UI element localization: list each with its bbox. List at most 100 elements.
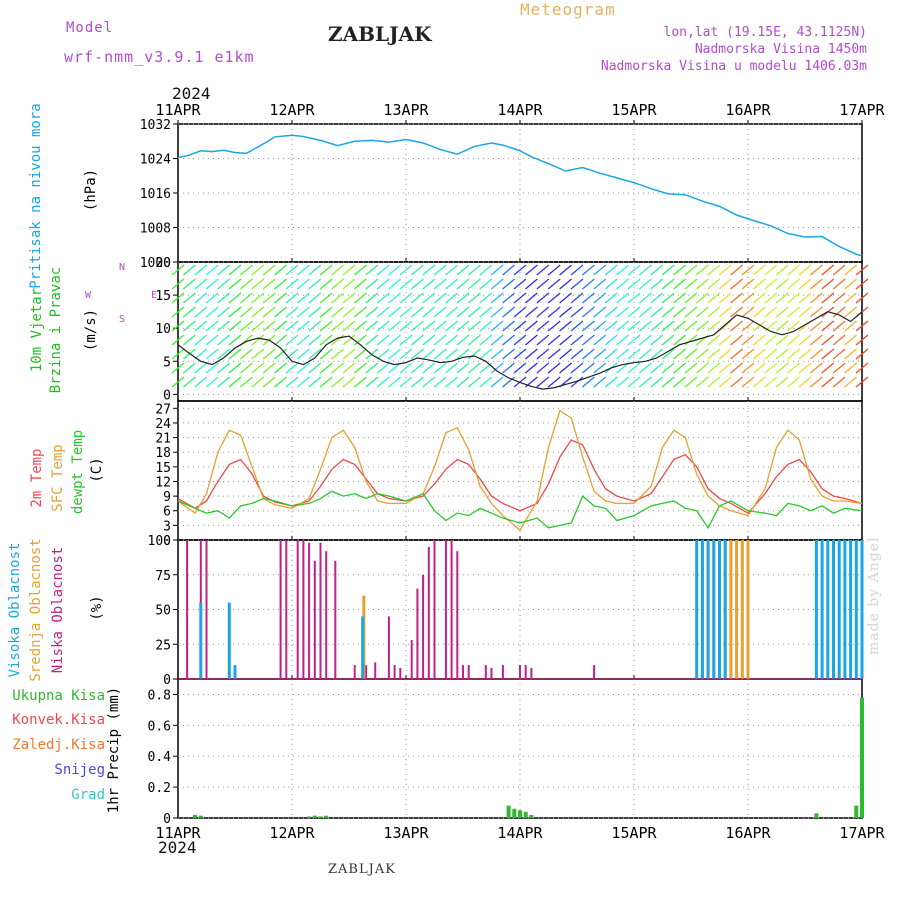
wind-barb (616, 348, 630, 360)
wind-barb (707, 334, 721, 346)
wind-barb (809, 278, 823, 290)
wind-barb (821, 292, 835, 304)
wind-barb (604, 376, 618, 388)
bar-niska-oblacnost (467, 665, 470, 679)
wind-barb (661, 278, 675, 290)
bar-ukupna-kisa (318, 816, 323, 818)
wind-barb (650, 264, 664, 276)
wind-barb (285, 278, 299, 290)
wind-barb (388, 362, 402, 374)
bar-visoka-oblacnost (700, 540, 704, 679)
wind-barb (787, 362, 801, 374)
y-tick-label: 9 (163, 490, 171, 505)
wind-barb (661, 348, 675, 360)
wind-barb (251, 334, 265, 346)
wind-barb (593, 348, 607, 360)
wind-barb (251, 278, 265, 290)
wind-barb (638, 278, 652, 290)
wind-barb (194, 320, 208, 332)
wind-barb (319, 292, 333, 304)
wind-barb (319, 320, 333, 332)
wind-barb (433, 306, 447, 318)
wind-barb (217, 376, 231, 388)
wind-barb (695, 362, 709, 374)
bar-visoka-oblacnost (718, 540, 721, 679)
direction-north: N (119, 262, 125, 273)
wind-barb (182, 278, 196, 290)
wind-barb (627, 306, 641, 318)
wind-barb (467, 348, 481, 360)
model-elevation-label: Nadmorska Visina u modelu 1406.03m (600, 59, 867, 74)
wind-barb (627, 278, 641, 290)
wind-barb (365, 264, 379, 276)
wind-barb (319, 362, 333, 374)
wind-barb (570, 362, 584, 374)
wind-barb (319, 278, 333, 290)
bar-niska-oblacnost (374, 662, 377, 679)
bar-visoka-oblacnost (695, 540, 699, 679)
y-tick-label: 27 (155, 402, 171, 417)
wind-barb (707, 264, 721, 276)
wind-barb (422, 264, 436, 276)
wind-barb (787, 264, 801, 276)
wind-barb (490, 278, 504, 290)
wind-barb (399, 320, 413, 332)
bar-visoka-oblacnost (849, 540, 853, 679)
wind-barb (331, 320, 345, 332)
wind-barb (353, 306, 367, 318)
wind-barb (342, 320, 356, 332)
wind-barb (752, 292, 766, 304)
wind-barb (821, 278, 835, 290)
wind-barb (467, 292, 481, 304)
wind-barb (661, 292, 675, 304)
wind-barb (251, 320, 265, 332)
model-name: wrf-nmm_v3.9.1 e1km (64, 48, 255, 66)
wind-barb (194, 264, 208, 276)
wind-barb (547, 348, 561, 360)
wind-barb (445, 334, 459, 346)
wind-barb (513, 306, 527, 318)
wind-barb (422, 376, 436, 388)
wind-barb (741, 376, 755, 388)
x-tick-label-top: 15APR (611, 101, 657, 119)
wind-barb (228, 334, 242, 346)
wind-barb (684, 334, 698, 346)
bar-ukupna-kisa (523, 811, 528, 818)
wind-barb (319, 376, 333, 388)
wind-barb (490, 264, 504, 276)
wind-barb (650, 348, 664, 360)
wind-barb (832, 292, 846, 304)
wind-barb (388, 306, 402, 318)
wind-barb (741, 320, 755, 332)
wind-barb (274, 348, 288, 360)
bar-ukupna-kisa (198, 815, 203, 818)
wind-barb (844, 292, 858, 304)
wind-barb (547, 306, 561, 318)
wind-barb (616, 292, 630, 304)
y-tick-label: 0 (163, 812, 171, 827)
wind-barb (616, 278, 630, 290)
wind-barb (228, 320, 242, 332)
y-tick-label: 1032 (140, 118, 171, 133)
wind-barb (251, 348, 265, 360)
wind-barb (251, 264, 265, 276)
wind-barb (593, 376, 607, 388)
wind-barb (467, 264, 481, 276)
y-tick-label: 75 (155, 569, 171, 584)
bar-visoka-oblacnost (814, 540, 818, 679)
wind-barb (285, 362, 299, 374)
wind-barb (855, 376, 869, 388)
wind-barb (182, 264, 196, 276)
wind-barb (524, 320, 538, 332)
wind-barb (319, 348, 333, 360)
wind-barb (410, 376, 424, 388)
bar-ukupna-kisa (814, 813, 819, 818)
wind-barb (296, 362, 310, 374)
wind-barb (832, 306, 846, 318)
wind-barb (502, 306, 516, 318)
precip-legend-item: Ukupna Kisa (12, 688, 105, 704)
wind-barb (524, 278, 538, 290)
bar-niska-oblacnost (530, 667, 533, 679)
wind-barb (502, 292, 516, 304)
wind-barb (308, 376, 322, 388)
